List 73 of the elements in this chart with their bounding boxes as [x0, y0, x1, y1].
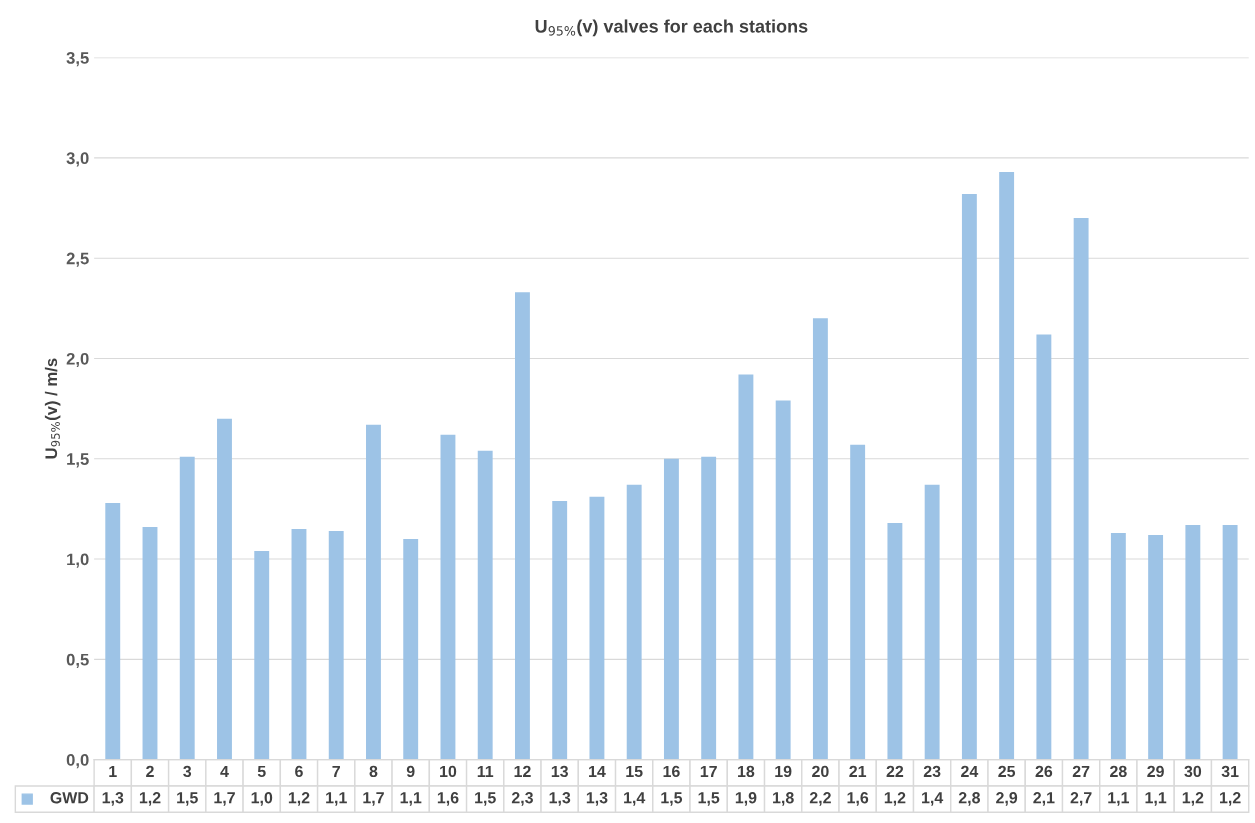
x-tick-label: 1 [109, 765, 117, 777]
data-label: 1,1 [326, 792, 347, 806]
x-tick-label: 21 [849, 765, 867, 777]
x-tick-label: 22 [886, 765, 904, 777]
data-label: 1,3 [586, 792, 608, 806]
x-tick-label: 17 [700, 765, 717, 777]
x-tick-label: 28 [1110, 765, 1127, 778]
x-tick-label: 6 [295, 765, 303, 778]
x-tick-label: 16 [663, 765, 680, 778]
x-tick-label: 20 [812, 765, 829, 778]
data-label: 1,2 [139, 792, 161, 806]
y-tick-label: 1,5 [67, 453, 89, 468]
data-label: 1,2 [1182, 792, 1204, 806]
data-label: 1,7 [363, 792, 384, 806]
x-tick-label: 18 [738, 765, 755, 778]
data-label: 2,1 [1033, 792, 1055, 806]
data-label: 1,9 [735, 792, 757, 806]
x-tick-label: 12 [514, 765, 531, 777]
y-tick-label: 3,5 [66, 52, 89, 67]
data-label: 2,8 [958, 792, 980, 806]
data-label: 1,7 [214, 792, 235, 806]
data-label: 1,4 [624, 792, 646, 806]
data-label: 1,0 [251, 792, 273, 806]
x-tick-label: 14 [589, 765, 606, 777]
x-tick-label: 9 [406, 765, 415, 778]
x-tick-label: 10 [440, 765, 457, 778]
y-tick-label: 1,0 [67, 553, 89, 568]
x-tick-label: 27 [1072, 765, 1090, 777]
x-tick-label: 29 [1147, 765, 1164, 778]
data-label: 1,3 [102, 792, 124, 806]
data-label: 2,3 [511, 792, 533, 806]
data-label: 2,7 [1070, 792, 1092, 806]
legend-label: GWD [50, 792, 89, 804]
y-axis-title: U$_{95%}$(v) / m/s [44, 358, 61, 459]
x-tick-label: 31 [1221, 765, 1239, 778]
data-label: 2,9 [996, 792, 1018, 806]
x-tick-label: 15 [626, 765, 643, 778]
data-label: 1,6 [847, 792, 869, 806]
y-tick-label: 2,0 [66, 352, 89, 368]
data-label: 1,5 [475, 792, 496, 806]
data-label: 1,5 [177, 792, 198, 806]
x-tick-label: 25 [998, 765, 1016, 778]
x-tick-label: 30 [1184, 765, 1202, 778]
data-label: 1,2 [1220, 792, 1241, 806]
data-label: 1,2 [288, 792, 310, 806]
x-tick-label: 26 [1035, 765, 1053, 778]
data-label: 2,2 [809, 792, 831, 806]
x-tick-label: 4 [220, 765, 229, 777]
data-label: 1,1 [400, 792, 422, 806]
data-label: 1,4 [922, 792, 944, 806]
x-tick-label: 19 [775, 765, 792, 778]
y-tick-label: 0,0 [66, 754, 89, 769]
x-tick-label: 3 [183, 765, 192, 778]
data-label: 1,5 [698, 792, 720, 806]
x-tick-label: 8 [369, 765, 378, 778]
x-tick-label: 2 [146, 765, 154, 777]
y-tick-label: 3,0 [66, 152, 89, 167]
x-tick-label: 13 [551, 765, 568, 778]
y-tick-label: 0,5 [66, 653, 89, 668]
data-label: 1,3 [549, 792, 571, 806]
x-tick-label: 24 [961, 765, 979, 777]
x-tick-label: 23 [923, 765, 941, 778]
data-label: 1,6 [437, 792, 459, 806]
x-tick-label: 11 [477, 765, 494, 777]
data-label: 1,1 [1108, 792, 1130, 806]
data-label: 1,1 [1145, 792, 1167, 806]
data-label: 1,8 [773, 792, 794, 806]
y-tick-label: 2,5 [66, 252, 89, 267]
chart-title: U$_{95%}$(v) valves for each stations [535, 19, 808, 37]
data-label: 1,5 [661, 792, 683, 806]
data-label: 1,2 [884, 792, 906, 806]
x-tick-label: 5 [257, 765, 266, 778]
x-tick-label: 7 [332, 765, 340, 777]
